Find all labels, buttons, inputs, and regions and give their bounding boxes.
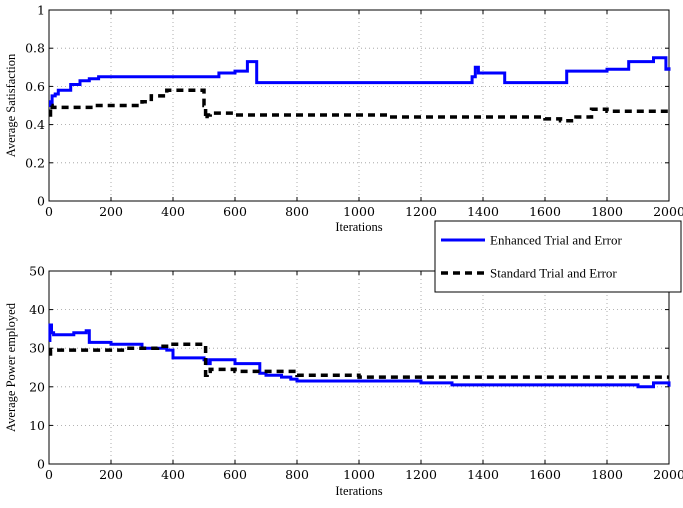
y-tick-label: 20 [29,379,45,394]
x-tick-label: 600 [223,467,247,482]
power-series-enhanced [48,323,671,389]
y-tick-label: 50 [29,264,45,279]
x-tick-label: 1800 [591,467,623,482]
x-tick-label: 1400 [467,204,499,219]
legend-label-enhanced: Enhanced Trial and Error [490,233,622,248]
power-grid [49,271,669,464]
legend: Enhanced Trial and Error Standard Trial … [434,220,682,293]
power-y-axis-label: Average Power employed [4,302,18,432]
satisfaction-x-ticks: 0 200 400 600 800 1000 1200 1400 1600 1800 2000 [45,10,683,219]
satisfaction-y-ticks: 0 0.2 0.4 0.6 0.8 1 [25,3,669,209]
x-tick-label: 2000 [653,204,683,219]
x-tick-label: 200 [99,467,123,482]
power-series-standard [48,342,669,379]
x-tick-label: 0 [45,467,53,482]
x-tick-label: 400 [161,204,185,219]
x-tick-label: 600 [223,204,247,219]
legend-label-standard: Standard Trial and Error [490,266,617,281]
y-tick-label: 0 [37,194,45,209]
y-tick-label: 0.2 [25,155,45,170]
x-tick-label: 200 [99,204,123,219]
x-tick-label: 800 [285,467,309,482]
y-tick-label: 0.4 [25,117,45,132]
satisfaction-series-enhanced [49,56,671,107]
x-tick-label: 400 [161,467,185,482]
satisfaction-y-axis-label: Average Satisfaction [4,53,18,157]
y-tick-label: 40 [29,302,45,317]
power-x-axis-label: Iterations [335,484,382,498]
x-tick-label: 1000 [343,467,375,482]
satisfaction-series-standard [48,88,669,123]
x-tick-label: 1800 [591,204,623,219]
x-tick-label: 1600 [529,467,561,482]
satisfaction-chart: 0 200 400 600 800 1000 1200 1400 1600 1800 2000 00… [4,3,683,235]
x-tick-label: 1400 [467,467,499,482]
y-tick-label: 0.6 [25,79,45,94]
legend-box [434,220,682,293]
power-chart: 0 200 400 600 800 1000 1200 1400 1600 1800 2000 0 1… [4,264,683,499]
x-tick-label: 2000 [653,467,683,482]
x-tick-label: 1000 [343,204,375,219]
y-tick-label: 0 [37,457,45,472]
satisfaction-x-axis-label: Iterations [335,220,382,234]
y-tick-label: 30 [29,341,45,356]
x-tick-label: 800 [285,204,309,219]
y-tick-label: 0.8 [25,41,45,56]
x-tick-label: 1600 [529,204,561,219]
y-tick-label: 1 [37,3,45,18]
power-series [48,323,671,389]
x-tick-label: 1200 [405,467,437,482]
satisfaction-plot-area [48,9,670,202]
power-y-ticks: 0 10 20 30 40 50 [29,264,669,472]
x-tick-label: 1200 [405,204,437,219]
satisfaction-series [48,56,671,123]
x-tick-label: 0 [45,204,53,219]
y-tick-label: 10 [29,418,45,433]
satisfaction-grid [49,10,669,201]
